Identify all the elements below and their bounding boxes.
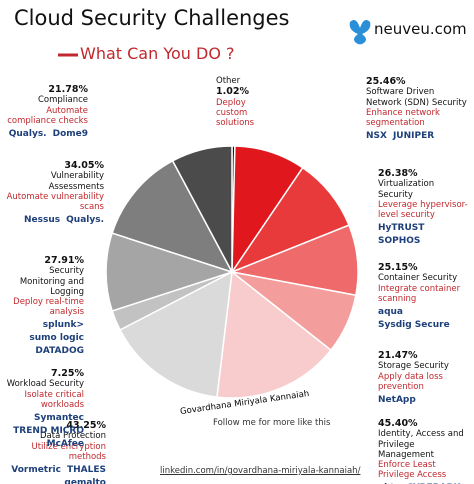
action-label: Automate vulnerability scans bbox=[6, 191, 104, 212]
value-label: 21.47% bbox=[378, 350, 418, 361]
category-label: Storage Security bbox=[378, 361, 449, 372]
vendor-logo: splunk> bbox=[42, 320, 84, 331]
brand-icon bbox=[349, 20, 371, 45]
vendor-logo: Vormetric bbox=[11, 464, 61, 475]
value-label: 25.15% bbox=[378, 262, 418, 273]
label-block: 25.15% Container Security Integrate contai… bbox=[378, 262, 470, 331]
pie-slice bbox=[171, 145, 233, 273]
category-label: Virtualization Security bbox=[378, 179, 435, 200]
value-label: 43.25% bbox=[66, 420, 106, 431]
vendor-row: Qualys. Dome9 bbox=[4, 129, 88, 140]
value-label: 34.05% bbox=[64, 160, 104, 171]
chart-subtitle: What Can You DO ? bbox=[80, 44, 235, 63]
vendor-logo: HyTRUST bbox=[378, 223, 425, 234]
vendor-logo: Qualys. bbox=[8, 128, 47, 139]
brand: neuveu.com bbox=[374, 20, 467, 38]
label-block: 21.47% Storage Security Apply data loss pr… bbox=[378, 350, 470, 406]
label-block: Other 1.02% Deploy custom solutions bbox=[216, 76, 278, 128]
category-label: Vulnerability Assessments bbox=[48, 171, 104, 192]
label-block: 43.25% Data Protection Utilize encryption … bbox=[6, 420, 106, 484]
vendor-logo: NSX bbox=[366, 131, 387, 142]
vendor-logo: DATADOG bbox=[35, 345, 84, 356]
vendor-row: NetApp bbox=[378, 395, 470, 406]
pie-slice bbox=[111, 159, 234, 274]
value-label: 7.25% bbox=[51, 368, 84, 379]
label-block: 45.40% Identity, Access and Privilege Man… bbox=[378, 418, 472, 484]
vendor-logo: JUNIPER bbox=[392, 131, 435, 142]
label-block: 27.91% Security Monitoring and Logging Dep… bbox=[4, 255, 84, 357]
vendor-logo: Dome9 bbox=[52, 128, 88, 139]
label-block: 7.25% Workload Security Isolate critical w… bbox=[6, 368, 84, 449]
follow-note: Follow me for more like this bbox=[213, 418, 331, 428]
label-block: 34.05% Vulnerability Assessments Automate … bbox=[4, 160, 104, 226]
category-label: Identity, Access and Privilege Managemen… bbox=[378, 429, 464, 460]
vendor-logo: SOPHOS bbox=[378, 235, 421, 246]
value-label: 27.91% bbox=[44, 255, 84, 266]
vendor-logo: TREND MICRO bbox=[13, 425, 84, 436]
value-label: 1.02% bbox=[216, 86, 249, 98]
vendor-logo: Qualys. bbox=[66, 215, 104, 226]
category-label: Compliance bbox=[37, 95, 88, 106]
vendor-logo: sumo logic bbox=[29, 333, 84, 344]
category-label: Data Protection bbox=[40, 431, 106, 442]
vendor-logo: Nessus bbox=[24, 215, 61, 226]
action-label: Deploy real-time analysis bbox=[13, 296, 84, 318]
value-label: 25.46% bbox=[366, 76, 406, 87]
pie-slice bbox=[216, 270, 332, 399]
action-label: Leverage hypervisor-level security bbox=[378, 199, 468, 220]
action-label: Automate compliance checks bbox=[7, 105, 88, 126]
link: linkedin.com/in/govardhana-miriyala-kann… bbox=[160, 466, 361, 476]
pie-slice bbox=[105, 232, 235, 312]
vendor-row: Symantec TREND MICRO McAfee bbox=[6, 413, 84, 449]
category-label: Workload Security bbox=[6, 379, 84, 390]
action-label: Integrate container scanning bbox=[378, 283, 461, 304]
vendor-logo: THALES bbox=[66, 464, 106, 475]
vendor-row: NSX JUNIPER bbox=[366, 131, 471, 142]
vendor-row: splunk> sumo logic DATADOG bbox=[4, 320, 84, 356]
action-label: Enforce Least Privilege Access bbox=[378, 459, 447, 481]
action-label: Enhance network segmentation bbox=[366, 107, 440, 128]
category-label: Container Security bbox=[378, 273, 458, 284]
label-block: 26.38% Virtualization Security Leverage hy… bbox=[378, 168, 470, 247]
pie-slice bbox=[119, 270, 233, 398]
action-label: Apply data loss prevention bbox=[378, 371, 443, 392]
category-label: Other bbox=[216, 76, 241, 86]
vendor-logo: McAfee bbox=[46, 438, 84, 449]
chart-title: Cloud Security Challenges bbox=[14, 6, 290, 30]
label-block: 21.78% Compliance Automate compliance chec… bbox=[4, 84, 88, 140]
category-label: Security Monitoring and Logging bbox=[19, 266, 84, 297]
vendor-logo: aqua bbox=[378, 306, 403, 317]
action-label: Deploy custom solutions bbox=[216, 97, 255, 128]
vendor-logo: NetApp bbox=[378, 394, 416, 405]
vendor-logo: Symantec bbox=[34, 412, 84, 423]
label-block: 25.46% Software Driven Network (SDN) Secu… bbox=[366, 76, 471, 142]
vendor-row: Vormetric THALES gemalto bbox=[6, 465, 106, 484]
vendor-row: Nessus Qualys. bbox=[4, 215, 104, 226]
vendor-logo: Sysdig Secure bbox=[378, 319, 450, 330]
value-label: 21.78% bbox=[48, 84, 88, 95]
category-label: Software Driven Network (SDN) Security bbox=[366, 87, 467, 108]
vendor-logo: gemalto bbox=[64, 477, 106, 484]
vendor-row: aqua Sysdig Secure bbox=[378, 307, 470, 331]
vendor-row: HyTRUST SOPHOS bbox=[378, 223, 470, 247]
action-label: Isolate critical workloads bbox=[24, 389, 84, 410]
action-label: Utilize encryption methods bbox=[31, 441, 106, 462]
value-label: 45.40% bbox=[378, 418, 418, 429]
value-label: 26.38% bbox=[378, 168, 418, 179]
